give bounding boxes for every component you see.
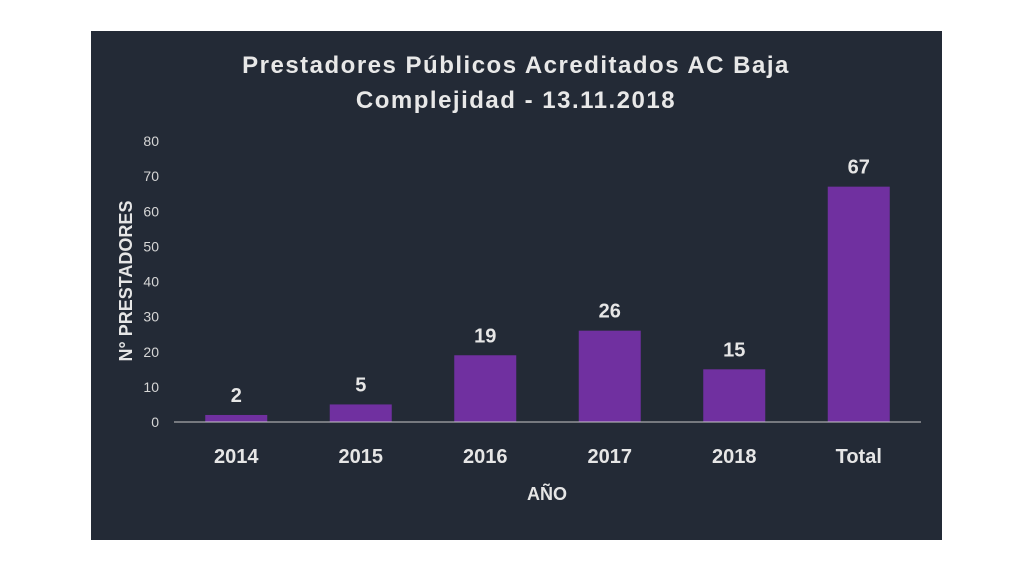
data-label-2014: 2 [231,385,242,407]
data-label-2016: 19 [474,325,496,347]
x-tick-label-2015: 2015 [339,446,384,468]
bar-2015 [329,404,392,422]
bar-chart: Prestadores Públicos Acreditados AC Baja… [116,52,921,504]
x-axis-ticks: 2014 2015 2016 2017 2018 Total [214,446,882,468]
y-axis-label: N° PRESTADORES [116,201,136,362]
data-label-2015: 5 [355,374,366,396]
y-tick-label: 20 [143,344,159,360]
chart-panel: Prestadores Públicos Acreditados AC Baja… [91,31,942,540]
y-tick-label: 70 [143,168,159,184]
bars-group [205,186,890,422]
x-axis-label: AÑO [527,483,567,504]
bar-2014 [205,414,268,422]
bar-total [827,186,890,422]
bar-2016 [454,355,517,422]
data-label-2017: 26 [599,301,621,323]
y-tick-label: 40 [143,274,159,290]
data-label-2018: 15 [723,339,745,361]
x-tick-label-2014: 2014 [214,446,259,468]
x-tick-label-2017: 2017 [588,446,633,468]
x-tick-label-total: Total [836,446,882,468]
chart-title-line-2: Complejidad - 13.11.2018 [356,87,676,114]
y-axis-ticks: 0 10 20 30 40 50 60 70 80 [143,133,159,430]
y-tick-label: 30 [143,309,159,325]
y-tick-label: 0 [151,414,159,430]
y-tick-label: 10 [143,379,159,395]
y-tick-label: 60 [143,203,159,219]
chart-title-line-1: Prestadores Públicos Acreditados AC Baja [242,52,790,79]
x-tick-label-2018: 2018 [712,446,757,468]
x-tick-label-2016: 2016 [463,446,508,468]
bar-2017 [578,330,641,422]
y-tick-label: 50 [143,238,159,254]
bar-2018 [703,369,766,422]
data-labels-group: 2 5 19 26 15 67 [231,157,870,407]
data-label-total: 67 [848,157,870,179]
y-tick-label: 80 [143,133,159,149]
